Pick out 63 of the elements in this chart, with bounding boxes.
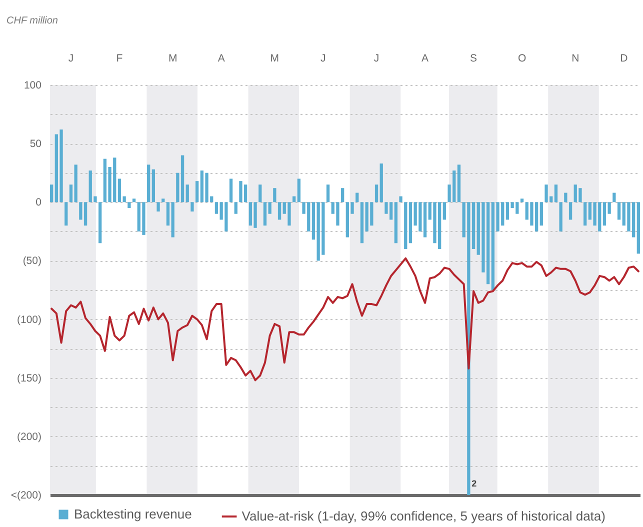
x-tick-label: S — [470, 52, 478, 64]
line-series — [50, 257, 640, 382]
x-tick-label: M — [168, 52, 178, 64]
bar — [278, 202, 282, 220]
bar — [98, 202, 102, 244]
bar — [229, 178, 233, 202]
bar — [559, 202, 562, 232]
legend-label: Backtesting revenue — [74, 506, 192, 522]
bar — [399, 196, 402, 202]
bar — [442, 202, 446, 220]
x-tick-label: J — [320, 52, 326, 64]
x-tick-label: D — [620, 52, 628, 64]
bar — [356, 192, 359, 202]
bar — [457, 164, 461, 202]
bar — [196, 181, 199, 202]
bar — [50, 184, 54, 202]
x-tick-label: O — [518, 52, 526, 64]
bar — [64, 202, 68, 226]
bar — [152, 169, 155, 202]
y-tick-label: (50) — [22, 255, 42, 268]
x-tick-label: J — [68, 52, 74, 64]
legend-label: Value-at-risk (1-day, 99% confidence, 5 years of historical data) — [242, 508, 606, 524]
bar — [394, 202, 398, 244]
bar — [520, 198, 524, 202]
bar — [258, 184, 262, 202]
bar — [156, 202, 160, 212]
x-tick-label: M — [270, 52, 280, 64]
y-axis-title: CHF million — [6, 16, 58, 26]
bar — [584, 202, 587, 226]
x-tick-label: A — [422, 52, 429, 64]
bar — [554, 184, 558, 202]
bar — [132, 198, 136, 202]
bar — [617, 202, 621, 220]
x-tick-label: J — [374, 52, 380, 64]
bar — [374, 184, 378, 202]
x-tick-label: N — [572, 52, 580, 64]
x-tick-label: F — [116, 52, 123, 64]
bar — [234, 202, 238, 214]
y-tick-label: (100) — [16, 314, 42, 326]
annotation: 2 — [472, 478, 477, 488]
y-tick-label: 100 — [24, 80, 42, 92]
y-tick-label: (150) — [16, 372, 42, 384]
bar — [568, 202, 572, 220]
bar — [297, 178, 300, 202]
y-tick-label: 0 — [36, 196, 42, 209]
bar — [380, 163, 383, 202]
x-tick-label: A — [218, 52, 225, 64]
bar — [341, 188, 344, 202]
bar — [564, 192, 568, 202]
bar — [147, 164, 150, 202]
bar — [636, 202, 640, 254]
y-tick-label: 50 — [30, 138, 42, 150]
bar — [128, 202, 131, 208]
y-tick-label: (200) — [16, 430, 42, 443]
bar — [162, 198, 165, 202]
bar — [404, 202, 408, 249]
bar — [540, 202, 543, 226]
y-tick-label: <(200) — [10, 490, 42, 502]
bar — [190, 202, 194, 212]
bar — [273, 188, 276, 202]
bar — [186, 184, 189, 202]
bar — [326, 184, 330, 202]
bar — [612, 192, 616, 202]
